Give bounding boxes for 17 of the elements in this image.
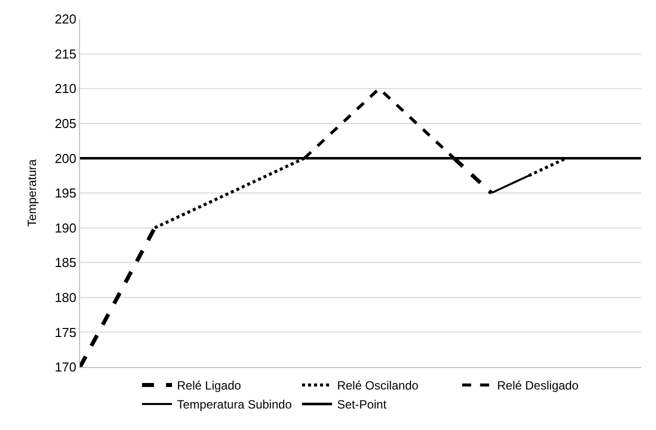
y-tick-label: 215	[54, 46, 76, 62]
y-tick-label: 210	[54, 81, 76, 96]
legend-label: Relé Desligado	[497, 378, 579, 393]
y-tick-label: 180	[54, 290, 76, 305]
legend-label: Relé Oscilando	[337, 378, 419, 393]
legend-label: Temperatura Subindo	[177, 398, 292, 412]
y-tick-label: 200	[54, 150, 76, 166]
y-axis-title: Temperatura	[24, 158, 39, 227]
y-tick-label: 205	[54, 116, 76, 131]
y-tick-label: 190	[54, 220, 76, 236]
legend-label: Relé Ligado	[177, 378, 242, 393]
y-tick-label: 175	[54, 324, 76, 340]
y-tick-label: 220	[54, 12, 76, 27]
y-tick-label: 170	[54, 360, 76, 375]
y-tick-label: 185	[54, 255, 76, 270]
legend-label: Set-Point	[337, 398, 388, 412]
y-tick-label: 195	[54, 186, 76, 201]
